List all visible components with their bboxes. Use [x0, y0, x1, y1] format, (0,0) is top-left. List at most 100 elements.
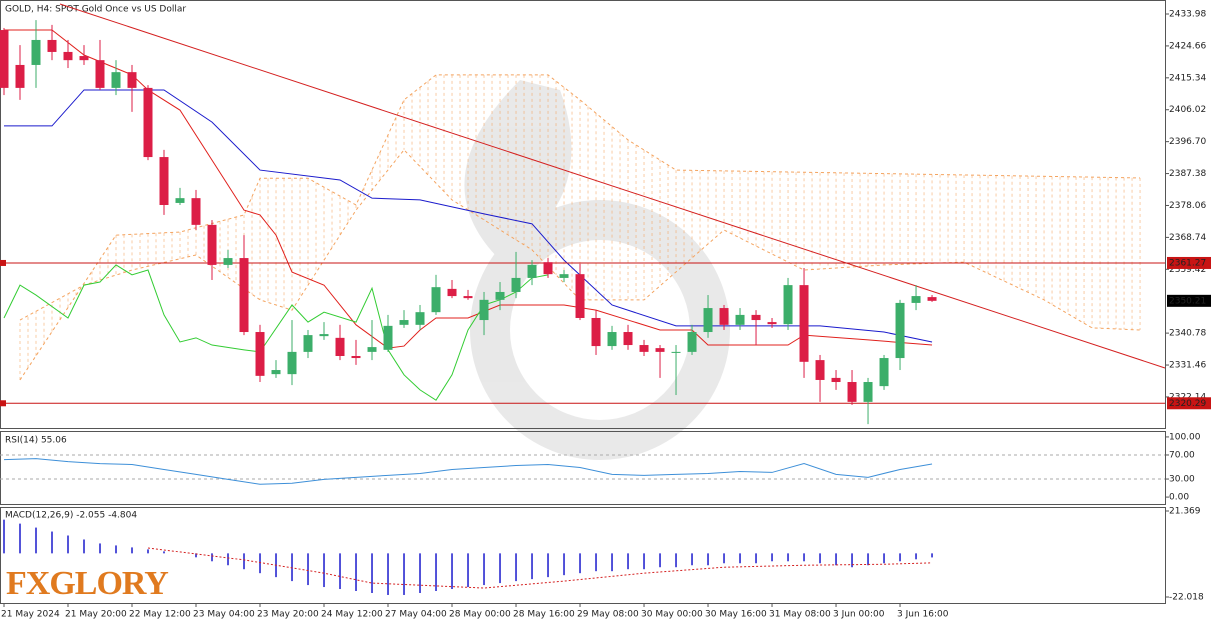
y-tick-label: 30.00 [1169, 475, 1195, 485]
candle-body [0, 30, 9, 88]
candle-body [639, 345, 649, 352]
y-tick-label: 70.00 [1169, 450, 1195, 460]
candle-body [575, 274, 585, 318]
candle-body [143, 87, 153, 158]
x-tick-label: 28 May 16:00 [513, 610, 575, 620]
candle-body [191, 198, 201, 225]
indicator-line [3, 264, 549, 401]
candle-body [255, 332, 265, 376]
y-tick-label: 2406.02 [1169, 105, 1206, 115]
y-tick-label: 2368.74 [1169, 233, 1206, 243]
y-tick-label: 2415.34 [1169, 73, 1206, 83]
level-label-box [1167, 256, 1211, 269]
candle-body [399, 320, 409, 325]
candle-body [815, 360, 825, 380]
candle-body [207, 224, 217, 265]
candle-body [479, 299, 489, 321]
candle-body [335, 337, 345, 356]
candle-body [895, 302, 905, 359]
candle-body [95, 60, 105, 88]
candle-body [735, 314, 745, 325]
level-label-box [1167, 397, 1211, 410]
candle-body [431, 287, 441, 313]
last-price-box [1167, 294, 1211, 307]
x-tick-label: 21 May 2024 [1, 610, 60, 620]
candle-body [511, 277, 521, 292]
y-tick-label: 100.00 [1169, 432, 1201, 442]
candle-body [271, 370, 281, 375]
rsi-title: RSI(14) 55.06 [5, 436, 67, 446]
candle-body [287, 351, 297, 375]
x-tick-label: 30 May 00:00 [641, 610, 703, 620]
x-tick-label: 29 May 08:00 [577, 610, 639, 620]
indicator-line [19, 149, 1141, 331]
y-tick-label: 2387.38 [1169, 169, 1206, 179]
candle-body [319, 334, 329, 337]
candle-body [719, 308, 729, 325]
candle-body [351, 355, 361, 359]
candle-body [703, 308, 713, 333]
x-tick-label: 3 Jun 16:00 [897, 610, 949, 620]
candle-body [63, 51, 73, 61]
candle-body [767, 322, 777, 325]
candle-body [79, 56, 89, 61]
x-tick-label: 24 May 12:00 [321, 610, 383, 620]
level-label: 2320.29 [1169, 399, 1206, 409]
candle-body [383, 325, 393, 350]
x-tick-label: 28 May 00:00 [449, 610, 511, 620]
candle-body [687, 332, 697, 352]
candle-body [111, 72, 121, 88]
candle-body [303, 335, 313, 352]
candle-body [607, 332, 617, 347]
x-tick-label: 22 May 12:00 [129, 610, 191, 620]
candle-body [495, 291, 505, 300]
candle-body [15, 64, 25, 88]
x-tick-label: 27 May 04:00 [385, 610, 447, 620]
candle-body [543, 262, 553, 275]
candle-body [591, 317, 601, 347]
x-tick-label: 3 Jun 00:00 [833, 610, 885, 620]
candle-body [527, 264, 537, 278]
indicator-line [3, 458, 933, 485]
candle-body [863, 382, 873, 402]
candle-body [847, 382, 857, 402]
candle-body [127, 72, 137, 88]
x-tick-label: 23 May 20:00 [257, 610, 319, 620]
candle-body [159, 157, 169, 205]
level-marker [0, 400, 6, 407]
level-marker [0, 259, 6, 266]
candle-body [623, 332, 633, 346]
candle-body [447, 288, 457, 297]
candle-body [559, 274, 569, 278]
indicator-line [59, 3, 1166, 369]
candle-body [655, 348, 665, 352]
candle-body [223, 258, 233, 265]
y-tick-label: 2359.42 [1169, 265, 1206, 275]
candle-body [879, 358, 889, 387]
y-tick-label: -22.018 [1169, 592, 1204, 602]
rsi-frame [0, 431, 1166, 505]
chart-title: GOLD, H4: SPOT Gold Once vs US Dollar [5, 5, 186, 15]
macd-frame [0, 507, 1166, 604]
x-tick-label: 23 May 04:00 [193, 610, 255, 620]
level-label: 2361.27 [1169, 258, 1206, 268]
candle-body [31, 39, 41, 65]
indicator-line [19, 74, 1141, 381]
y-tick-label: 2331.46 [1169, 361, 1206, 371]
candle-body [463, 296, 473, 299]
candle-body [239, 258, 249, 333]
candle-body [831, 377, 841, 383]
candle-body [415, 312, 425, 325]
logo: FXGLORY [6, 565, 168, 602]
y-tick-label: 2433.98 [1169, 10, 1206, 20]
candle-body [927, 297, 937, 301]
candle-body [783, 285, 793, 325]
candle-body [175, 198, 185, 203]
y-tick-label: 2424.66 [1169, 41, 1206, 51]
y-tick-label: 2340.78 [1169, 329, 1206, 339]
candle-body [47, 39, 57, 52]
candle-body [911, 296, 921, 303]
candle-body [367, 347, 377, 352]
